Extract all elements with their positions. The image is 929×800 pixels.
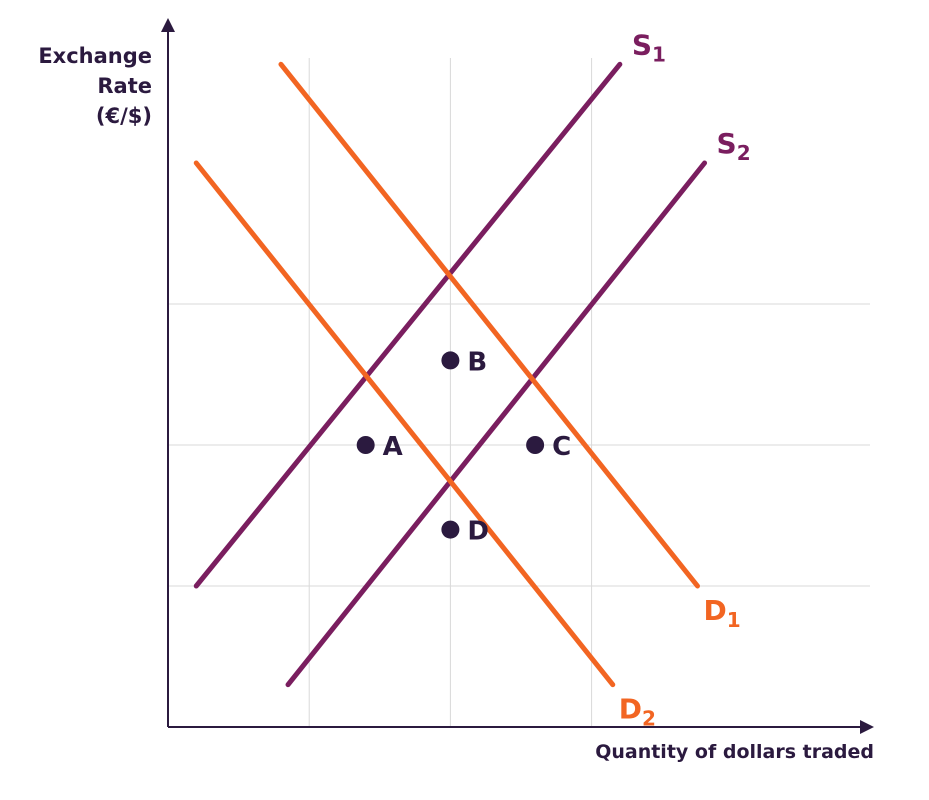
y-axis-label-line-3: (€/$) [96,104,152,128]
s1-curve [193,61,623,589]
curves: S1 S2 D1 D2 [193,28,751,731]
s2-curve [285,160,708,688]
y-axis-arrow-icon [161,18,175,32]
s2-label: S2 [717,127,751,165]
d2-label: D2 [619,693,656,731]
s1-label: S1 [632,28,666,66]
point-b-marker [441,351,460,370]
d2-curve [193,160,616,688]
points: A B C D [356,347,571,547]
point-c-marker [526,436,545,454]
axes [161,18,874,734]
grid [168,58,870,727]
point-a-label: A [383,432,403,462]
point-d-label: D [467,517,489,547]
d1-curve [278,61,700,589]
y-axis-label-line-2: Rate [97,74,152,98]
d1-label: D1 [704,594,741,632]
x-axis-label: Quantity of dollars traded [595,741,874,763]
point-d-marker [441,520,460,539]
y-axis-label-line-1: Exchange [38,44,152,68]
point-b-label: B [467,347,487,377]
point-a-marker [356,436,375,454]
point-c-label: C [552,432,571,462]
x-axis-arrow-icon [860,720,874,734]
